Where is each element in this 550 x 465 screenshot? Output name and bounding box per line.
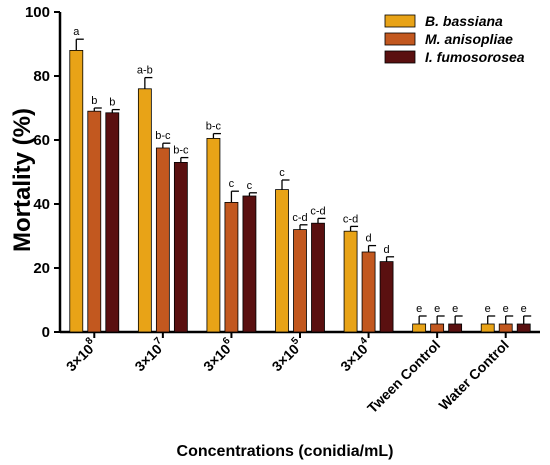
significance-letter: b-c [206,121,222,133]
x-tick-label: Water Control [435,337,511,413]
y-tick-label: 100 [25,4,50,21]
legend-label: B. bassiana [425,13,503,29]
significance-letter: b [91,95,97,107]
legend-label: I. fumosorosea [425,49,525,65]
bar [173,161,188,333]
significance-letter: c-d [343,213,358,225]
x-tick-label: Tween Control [364,337,443,416]
bar [293,229,307,333]
legend-swatch [384,32,416,46]
bar [206,137,221,333]
legend-label: M. anisopliae [425,31,513,47]
legend-swatch [384,50,416,64]
y-tick-label: 60 [33,132,50,149]
significance-letter: e [485,303,491,315]
y-tick-label: 0 [42,324,50,341]
bar [361,251,376,333]
x-tick-label: 3×108 [61,335,100,374]
x-tick-label: 3×104 [336,335,375,374]
bar [448,323,463,333]
bar [412,323,427,333]
significance-letter: c [247,180,253,192]
significance-letter: e [452,303,458,315]
bar [311,222,325,333]
bar [516,323,531,333]
legend: B. bassiana M. anisopliae I. fumosorosea [384,13,525,65]
bar [69,50,84,333]
x-tick-label: 3×107 [130,335,169,374]
significance-letter: d [366,233,372,245]
significance-letter: e [416,303,422,315]
significance-letter: e [434,303,440,315]
bar [275,189,289,333]
legend-swatch [384,14,416,28]
y-tick-label: 80 [33,68,50,85]
x-axis-title: Concentrations (conidia/mL) [177,443,394,460]
bar [498,323,513,333]
x-tick-label: 3×105 [267,335,306,374]
bar [87,110,102,333]
significance-letter: c-d [292,212,307,224]
bar [137,88,152,333]
significance-letter: c [279,167,285,179]
bar [379,261,394,333]
significance-letter: c-d [310,205,325,217]
bar [105,112,120,333]
y-tick-label: 20 [33,260,50,277]
significance-letter: e [503,303,509,315]
bar [343,230,358,333]
significance-letter: a-b [137,65,153,77]
significance-letter: b-c [155,130,171,142]
significance-letter: a [73,26,80,38]
bar [242,195,257,333]
significance-letter: b [109,97,115,109]
y-axis-title: Mortality (%) [9,108,36,252]
bar [224,201,239,333]
bar [480,323,495,333]
significance-letter: c [229,178,235,190]
x-tick-label: 3×106 [199,335,238,374]
significance-letter: b-c [173,145,189,157]
y-tick-label: 40 [33,196,50,213]
significance-letter: d [384,244,390,256]
significance-letter: e [521,303,527,315]
bar [155,147,170,333]
bar [430,323,445,333]
